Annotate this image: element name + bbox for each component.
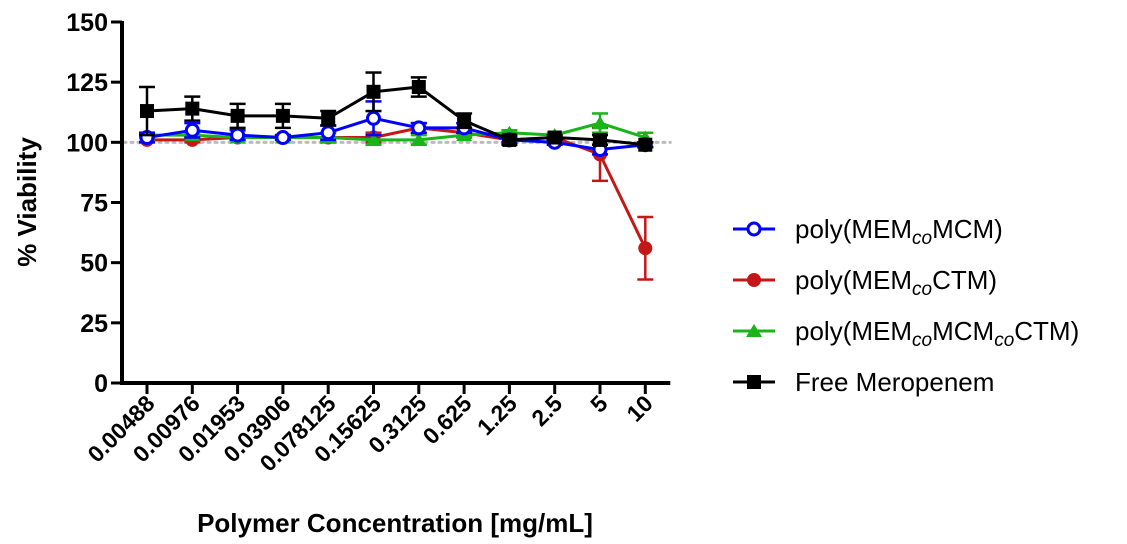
legend-item-3: poly(MEMcoMCMcoCTM) xyxy=(733,316,1079,351)
series-1-point-4 xyxy=(320,125,336,141)
series-3-point-6 xyxy=(410,132,427,146)
x-tick-label-5: 5 xyxy=(585,390,613,418)
series-4-point-2 xyxy=(230,108,245,123)
legend-label-2-part-2: CTM) xyxy=(932,265,997,295)
axes: 02550751001251500.004880.009760.019530.0… xyxy=(66,9,671,476)
legend-label-3: poly(MEMcoMCMcoCTM) xyxy=(795,316,1079,351)
legend-label-4: Free Meropenem xyxy=(795,367,994,397)
legend-marker-3 xyxy=(746,324,762,337)
legend-label-2-part-1: co xyxy=(912,279,932,300)
legend: poly(MEMcoMCM)poly(MEMcoCTM)poly(MEMcoMC… xyxy=(733,214,1079,397)
y-tick-label-50: 50 xyxy=(80,250,108,278)
legend-label-1: poly(MEMcoMCM) xyxy=(795,214,1003,249)
legend-marker-1 xyxy=(746,221,762,237)
legend-item-2: poly(MEMcoCTM) xyxy=(733,265,997,300)
series-4-point-9 xyxy=(547,130,562,145)
series-1-point-3 xyxy=(275,130,291,146)
legend-label-3-part-0: poly(MEM xyxy=(795,316,912,346)
series-1-point-5 xyxy=(366,110,381,126)
legend-label-2: poly(MEMcoCTM) xyxy=(795,265,997,300)
series-1-point-6 xyxy=(411,120,427,136)
series-4-line xyxy=(146,85,646,147)
legend-label-3-part-2: MCM xyxy=(932,316,994,346)
legend-label-1-part-1: co xyxy=(912,228,932,249)
series-4-point-8 xyxy=(502,132,517,147)
x-tick-label-0.625: 0.625 xyxy=(418,390,477,449)
series-4-point-10 xyxy=(593,132,607,147)
legend-label-1-part-0: poly(MEM xyxy=(795,214,912,244)
series-1-point-2 xyxy=(230,127,246,143)
series-4 xyxy=(139,71,654,152)
legend-label-3-part-1: co xyxy=(912,330,932,351)
x-tick-label-1.25: 1.25 xyxy=(472,390,522,440)
legend-marker-4 xyxy=(747,375,761,389)
x-axis-label: Polymer Concentration [mg/mL] xyxy=(197,508,593,538)
series-4-point-3 xyxy=(275,108,290,123)
legend-item-4: Free Meropenem xyxy=(733,367,994,397)
legend-marker-2 xyxy=(747,273,761,287)
x-tick-label-2.5: 2.5 xyxy=(526,390,567,431)
series-4-point-4 xyxy=(321,111,336,126)
series-layer xyxy=(139,71,654,281)
legend-label-1-part-2: MCM) xyxy=(932,214,1003,244)
series-4-point-7 xyxy=(457,113,472,128)
series-4-point-6 xyxy=(411,79,426,94)
y-tick-label-25: 25 xyxy=(80,310,108,338)
legend-label-3-part-4: CTM) xyxy=(1014,316,1079,346)
series-1-point-1 xyxy=(184,122,200,138)
y-tick-label-125: 125 xyxy=(66,69,108,97)
legend-label-3-part-3: co xyxy=(994,330,1014,351)
series-4-point-0 xyxy=(140,104,154,119)
series-4-point-1 xyxy=(185,101,200,116)
y-tick-label-100: 100 xyxy=(66,129,108,157)
series-3-point-10 xyxy=(592,116,608,130)
series-4-point-11 xyxy=(638,137,653,152)
series-4-point-5 xyxy=(366,84,381,99)
y-tick-label-0: 0 xyxy=(94,370,108,398)
legend-label-4-part-0: Free Meropenem xyxy=(795,367,994,397)
series-3-point-5 xyxy=(365,132,382,146)
y-tick-label-75: 75 xyxy=(80,190,108,218)
legend-label-2-part-0: poly(MEM xyxy=(795,265,912,295)
y-tick-label-150: 150 xyxy=(66,9,108,37)
y-axis-label: % Viability xyxy=(12,137,42,267)
legend-item-1: poly(MEMcoMCM) xyxy=(733,214,1003,249)
series-2-point-11 xyxy=(638,241,653,256)
x-tick-label-10: 10 xyxy=(621,390,657,426)
